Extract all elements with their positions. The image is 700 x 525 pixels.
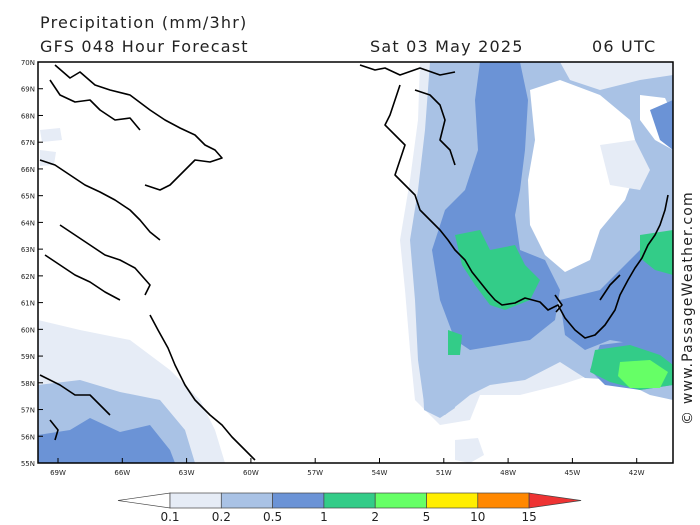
lat-label: 68N	[21, 112, 35, 120]
lon-label: 42W	[629, 469, 645, 477]
legend-tick-label: 1	[320, 510, 328, 524]
legend-swatch	[426, 492, 479, 509]
legend-swatch	[220, 492, 273, 509]
lon-label: 48W	[500, 469, 516, 477]
lat-label: 58N	[21, 380, 35, 388]
legend-swatch	[323, 492, 376, 509]
credit-text: © www.PassageWeather.com	[680, 191, 696, 425]
lat-label: 67N	[21, 139, 35, 147]
forecast-time: 06 UTC	[592, 37, 657, 56]
lat-label: 61N	[21, 300, 35, 308]
precip-area	[618, 360, 668, 388]
precip-area	[423, 380, 455, 418]
lat-label: 66N	[21, 166, 35, 174]
legend-tick-label: 5	[423, 510, 431, 524]
lon-label: 66W	[114, 469, 130, 477]
lat-label: 64N	[21, 219, 35, 227]
lat-label: 59N	[21, 353, 35, 361]
precipitation-map: 70N 69N 68N 67N 66N 65N 64N 63N 62N 61N 60N 59N 58N 5…	[21, 59, 674, 477]
precip-area	[38, 418, 175, 463]
forecast-subtitle: GFS 048 Hour Forecast	[40, 37, 249, 56]
lat-label: 63N	[21, 246, 35, 254]
lat-label: 69N	[21, 86, 35, 94]
precip-area	[560, 235, 673, 360]
legend-low-arrow	[117, 492, 171, 509]
lat-label: 57N	[21, 407, 35, 415]
lon-label: 69W	[50, 469, 66, 477]
precip-area	[40, 128, 62, 142]
lon-label: 60W	[243, 469, 259, 477]
legend-swatch	[169, 492, 222, 509]
lon-label: 54W	[372, 469, 388, 477]
legend-swatch	[374, 492, 427, 509]
legend-tick-label: 10	[470, 510, 485, 524]
precip-area	[40, 150, 56, 166]
lat-label: 65N	[21, 193, 35, 201]
legend-high-arrow	[528, 492, 582, 509]
legend-ticks: 0.1 0.2 0.5 1 2 5 10 15	[160, 510, 536, 524]
legend-scale	[117, 492, 582, 509]
precip-area	[448, 330, 462, 355]
lon-label: 57W	[307, 469, 323, 477]
lat-label: 55N	[21, 460, 35, 468]
latitude-axis: 70N 69N 68N 67N 66N 65N 64N 63N 62N 61N 60N 59N 58N 5…	[21, 59, 43, 468]
forecast-date: Sat 03 May 2025	[370, 37, 524, 56]
legend-tick-label: 0.1	[160, 510, 179, 524]
precip-area	[455, 230, 540, 310]
lat-label: 62N	[21, 273, 35, 281]
precip-fields	[38, 62, 673, 463]
lon-label: 63W	[179, 469, 195, 477]
legend-swatch	[272, 492, 325, 509]
legend-tick-label: 0.5	[263, 510, 282, 524]
longitude-axis: 69W 66W 63W 60W 57W 54W 51W 48W 45W 42W	[50, 458, 645, 477]
precip-area	[600, 140, 650, 190]
lat-label: 60N	[21, 326, 35, 334]
lon-label: 45W	[564, 469, 580, 477]
precip-area	[455, 438, 484, 463]
precip-area	[640, 230, 673, 275]
precip-gap	[528, 80, 640, 272]
map-frame	[37, 61, 674, 464]
legend-tick-label: 15	[521, 510, 536, 524]
coastline	[39, 64, 669, 461]
precip-area	[650, 100, 673, 150]
lat-label: 70N	[21, 59, 35, 67]
legend-swatch	[477, 492, 530, 509]
lon-label: 51W	[436, 469, 452, 477]
map-title: Precipitation (mm/3hr)	[40, 13, 248, 32]
legend-tick-label: 2	[371, 510, 379, 524]
lat-label: 56N	[21, 433, 35, 441]
legend-tick-label: 0.2	[212, 510, 231, 524]
precipitation-legend: 0.1 0.2 0.5 1 2 5 10 15	[117, 492, 582, 524]
